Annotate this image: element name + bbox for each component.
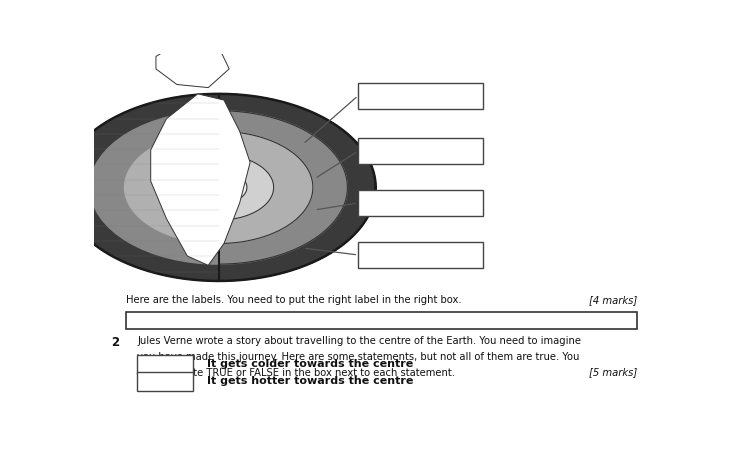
Text: Outer core: Outer core xyxy=(506,314,577,327)
Bar xyxy=(137,372,193,391)
Wedge shape xyxy=(219,131,313,243)
Text: Mantle: Mantle xyxy=(303,314,349,327)
Wedge shape xyxy=(219,131,313,243)
Wedge shape xyxy=(164,155,219,220)
Bar xyxy=(126,312,638,329)
Text: you have made this journey. Here are some statements, but not all of them are tr: you have made this journey. Here are som… xyxy=(137,352,580,362)
Wedge shape xyxy=(219,111,347,264)
Wedge shape xyxy=(219,171,247,204)
Wedge shape xyxy=(219,155,274,220)
Bar xyxy=(358,83,483,108)
Wedge shape xyxy=(190,171,219,204)
Text: need to write TRUE or FALSE in the box next to each statement.: need to write TRUE or FALSE in the box n… xyxy=(137,368,455,378)
Bar xyxy=(137,355,193,374)
Text: Jules Verne wrote a story about travelling to the centre of the Earth. You need : Jules Verne wrote a story about travelli… xyxy=(137,337,581,347)
Wedge shape xyxy=(62,94,219,281)
Wedge shape xyxy=(219,171,247,204)
Text: Here are the labels. You need to put the right label in the right box.: Here are the labels. You need to put the… xyxy=(126,295,461,305)
Text: Inner core: Inner core xyxy=(397,314,465,327)
Bar xyxy=(358,138,483,164)
Wedge shape xyxy=(124,131,219,243)
Text: Crust: Crust xyxy=(210,314,245,327)
Polygon shape xyxy=(156,38,230,88)
Text: It gets hotter towards the centre: It gets hotter towards the centre xyxy=(207,377,413,387)
Bar xyxy=(358,190,483,216)
Text: It gets colder towards the centre: It gets colder towards the centre xyxy=(207,359,413,369)
Bar xyxy=(358,242,483,268)
Wedge shape xyxy=(219,94,376,281)
Text: [5 marks]: [5 marks] xyxy=(589,368,638,378)
Text: 2: 2 xyxy=(111,337,119,349)
Wedge shape xyxy=(90,111,219,264)
Wedge shape xyxy=(219,111,347,264)
Text: [4 marks]: [4 marks] xyxy=(589,295,638,305)
Polygon shape xyxy=(151,94,250,266)
Wedge shape xyxy=(219,155,274,220)
Wedge shape xyxy=(219,94,376,281)
